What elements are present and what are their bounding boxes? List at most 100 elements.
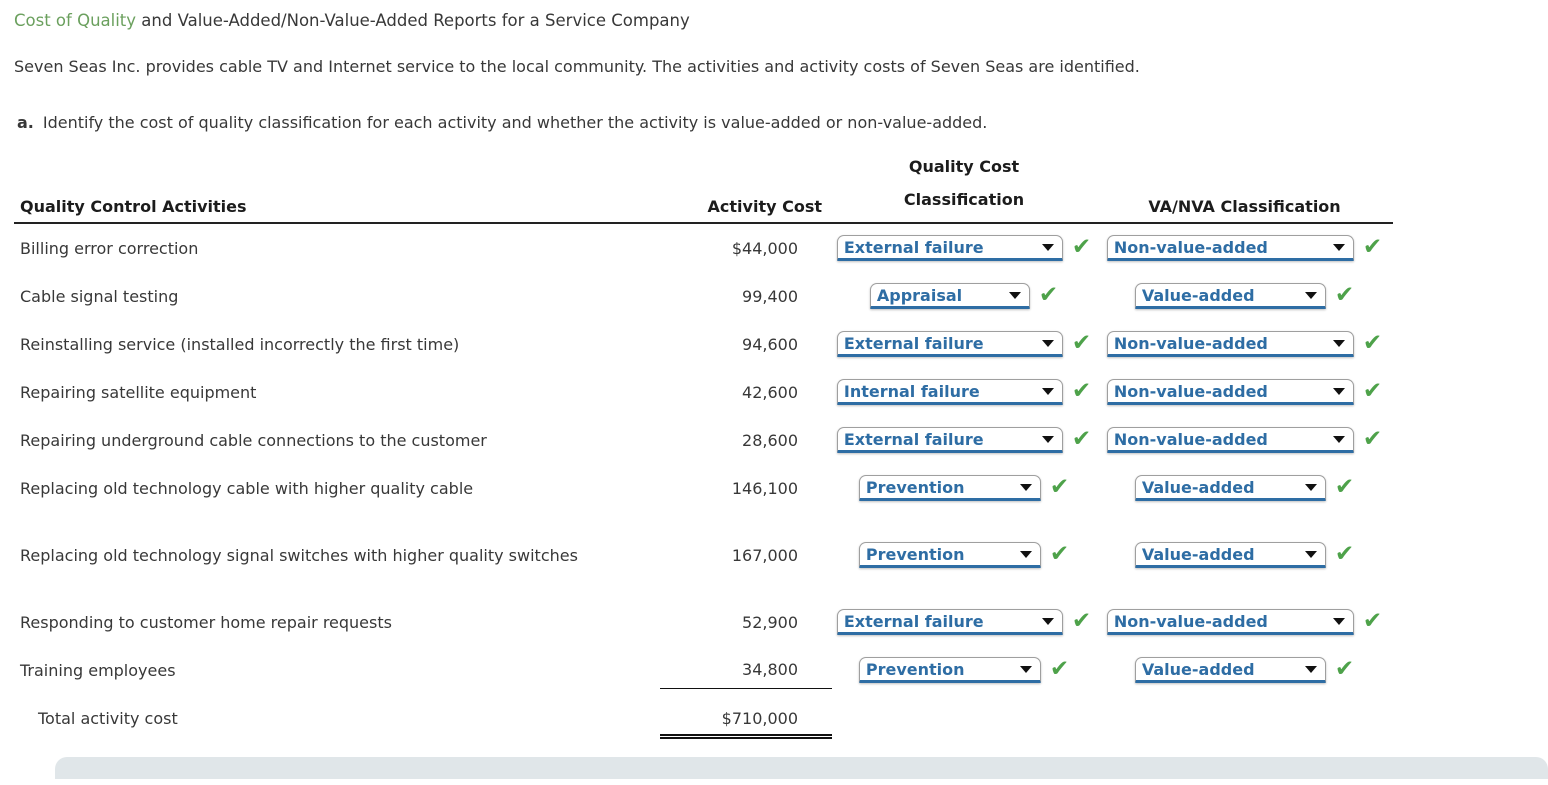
cost-of-quality-link[interactable]: Cost of Quality <box>14 11 137 30</box>
activity-cost-value: 42,600 <box>742 382 798 402</box>
correct-check-icon: ✔ <box>1334 655 1355 682</box>
quality-cost-classification-select[interactable]: External failure <box>836 331 1063 357</box>
chevron-down-icon <box>1332 435 1345 443</box>
correct-check-icon: ✔ <box>1362 377 1383 404</box>
correct-check-icon: ✔ <box>1334 281 1355 308</box>
chevron-down-icon <box>1332 243 1345 251</box>
correct-check-icon: ✔ <box>1038 281 1059 308</box>
table-row: Training employees 34,800 Prevention ✔ V… <box>14 646 1393 694</box>
activity-cost-value: 28,600 <box>742 430 798 450</box>
table-body: Billing error correction $44,000 Externa… <box>14 224 1393 694</box>
activity-label: Replacing old technology signal switches… <box>20 545 578 565</box>
total-activity-cost-value: $710,000 <box>660 699 832 739</box>
va-nva-classification-select[interactable]: Non-value-added <box>1106 235 1354 261</box>
chevron-down-icon <box>1332 617 1345 625</box>
quality-cost-classification-select[interactable]: External failure <box>836 427 1063 453</box>
activity-label: Billing error correction <box>20 238 199 258</box>
correct-check-icon: ✔ <box>1071 377 1092 404</box>
chevron-down-icon <box>1304 291 1317 299</box>
activity-cost-value: 94,600 <box>742 334 798 354</box>
activity-cost-value: 167,000 <box>731 545 798 565</box>
double-underline <box>660 734 832 739</box>
chevron-down-icon <box>1019 483 1032 491</box>
activity-label: Reinstalling service (installed incorrec… <box>20 334 460 354</box>
activity-label: Replacing old technology cable with high… <box>20 478 474 498</box>
correct-check-icon: ✔ <box>1362 329 1383 356</box>
quality-cost-classification-select[interactable]: Prevention <box>858 657 1041 683</box>
problem-intro: Seven Seas Inc. provides cable TV and In… <box>14 57 1140 76</box>
table-header-row: Quality Control Activities Activity Cost… <box>14 150 1393 224</box>
quality-cost-classification-select[interactable]: Appraisal <box>869 283 1030 309</box>
activity-label: Repairing underground cable connections … <box>20 430 487 450</box>
correct-check-icon: ✔ <box>1071 425 1092 452</box>
va-nva-classification-select[interactable]: Value-added <box>1134 657 1326 683</box>
correct-check-icon: ✔ <box>1362 607 1383 634</box>
instruction-text: Identify the cost of quality classificat… <box>42 113 988 132</box>
chevron-down-icon <box>1008 291 1021 299</box>
table-row: Repairing satellite equipment 42,600 Int… <box>14 368 1393 416</box>
correct-check-icon: ✔ <box>1049 655 1070 682</box>
chevron-down-icon <box>1304 550 1317 558</box>
va-nva-classification-select[interactable]: Non-value-added <box>1106 331 1354 357</box>
table-row: Billing error correction $44,000 Externa… <box>14 224 1393 272</box>
activity-cost-value: 52,900 <box>742 612 798 632</box>
correct-check-icon: ✔ <box>1049 540 1070 567</box>
table-row: Responding to customer home repair reque… <box>14 598 1393 646</box>
activity-label: Cable signal testing <box>20 286 179 306</box>
chevron-down-icon <box>1332 339 1345 347</box>
instruction-letter: a. <box>17 113 34 132</box>
correct-check-icon: ✔ <box>1071 329 1092 356</box>
table-row: Reinstalling service (installed incorrec… <box>14 320 1393 368</box>
correct-check-icon: ✔ <box>1049 473 1070 500</box>
va-nva-classification-select[interactable]: Non-value-added <box>1106 427 1354 453</box>
va-nva-classification-select[interactable]: Non-value-added <box>1106 609 1354 635</box>
chevron-down-icon <box>1041 387 1054 395</box>
va-nva-classification-select[interactable]: Value-added <box>1134 283 1326 309</box>
chevron-down-icon <box>1041 617 1054 625</box>
page-title-rest: and Value-Added/Non-Value-Added Reports … <box>136 11 690 30</box>
correct-check-icon: ✔ <box>1334 473 1355 500</box>
header-quality-cost-classification: Quality Cost Classification <box>832 150 1096 216</box>
activity-cost-value: 146,100 <box>731 478 798 498</box>
quality-cost-classification-select[interactable]: External failure <box>836 609 1063 635</box>
quality-cost-classification-select[interactable]: Internal failure <box>836 379 1063 405</box>
correct-check-icon: ✔ <box>1071 233 1092 260</box>
va-nva-classification-select[interactable]: Non-value-added <box>1106 379 1354 405</box>
activity-label: Responding to customer home repair reque… <box>20 612 392 632</box>
activity-label: Repairing satellite equipment <box>20 382 257 402</box>
correct-check-icon: ✔ <box>1334 540 1355 567</box>
activity-cost-value: 34,800 <box>660 651 832 689</box>
correct-check-icon: ✔ <box>1071 607 1092 634</box>
quality-cost-classification-select[interactable]: External failure <box>836 235 1063 261</box>
activity-label: Training employees <box>20 660 176 680</box>
table-row: Repairing underground cable connections … <box>14 416 1393 464</box>
table-row: Cable signal testing 99,400 Appraisal ✔ … <box>14 272 1393 320</box>
va-nva-classification-select[interactable]: Value-added <box>1134 475 1326 501</box>
chevron-down-icon <box>1041 435 1054 443</box>
header-quality-cost-line1: Quality Cost <box>908 157 1020 176</box>
chevron-down-icon <box>1041 243 1054 251</box>
activity-cost-value: $44,000 <box>731 238 798 258</box>
correct-check-icon: ✔ <box>1362 233 1383 260</box>
correct-check-icon: ✔ <box>1362 425 1383 452</box>
table-row: Replacing old technology cable with high… <box>14 464 1393 512</box>
header-quality-control-activities: Quality Control Activities <box>20 197 247 216</box>
chevron-down-icon <box>1041 339 1054 347</box>
chevron-down-icon <box>1019 550 1032 558</box>
quality-activities-table: Quality Control Activities Activity Cost… <box>14 150 1393 742</box>
chevron-down-icon <box>1019 665 1032 673</box>
header-activity-cost: Activity Cost <box>707 197 822 216</box>
header-quality-cost-line2: Classification <box>903 190 1025 209</box>
quality-cost-classification-select[interactable]: Prevention <box>858 542 1041 568</box>
bottom-panel <box>55 757 1548 779</box>
total-label: Total activity cost <box>38 708 178 728</box>
activity-cost-value: 99,400 <box>742 286 798 306</box>
chevron-down-icon <box>1304 665 1317 673</box>
quality-cost-classification-select[interactable]: Prevention <box>858 475 1041 501</box>
va-nva-classification-select[interactable]: Value-added <box>1134 542 1326 568</box>
page-title: Cost of Quality and Value-Added/Non-Valu… <box>14 11 1548 30</box>
header-va-nva-classification: VA/NVA Classification <box>1148 197 1341 216</box>
chevron-down-icon <box>1304 483 1317 491</box>
table-row: Replacing old technology signal switches… <box>14 512 1393 598</box>
instruction-a: a. Identify the cost of quality classific… <box>17 113 1548 132</box>
